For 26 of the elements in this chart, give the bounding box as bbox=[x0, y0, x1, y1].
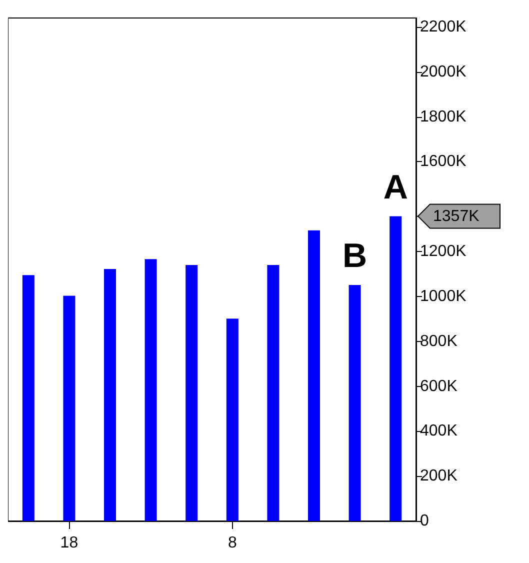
y-tick-label: 200K bbox=[420, 468, 458, 485]
bar bbox=[308, 230, 320, 521]
bar bbox=[186, 265, 198, 521]
bar bbox=[390, 216, 402, 521]
y-tick-label: 1200K bbox=[420, 243, 467, 260]
bar bbox=[22, 275, 34, 521]
y-tick-label: 1000K bbox=[420, 288, 467, 305]
y-tick-label: 1600K bbox=[420, 153, 467, 170]
y-tick-label: 2200K bbox=[420, 18, 467, 36]
data-label: A bbox=[383, 168, 408, 206]
bar bbox=[63, 296, 76, 521]
y-tick-label: 1800K bbox=[420, 108, 467, 126]
text: 1357K bbox=[433, 208, 480, 225]
bar bbox=[348, 284, 361, 521]
bar bbox=[104, 269, 116, 521]
bar bbox=[144, 259, 157, 521]
y-tick-label: 600K bbox=[420, 378, 458, 395]
x-tick-label: 8 bbox=[228, 534, 237, 552]
y-tick-label: 2000K bbox=[420, 63, 467, 80]
y-tick-label: 0 bbox=[420, 512, 429, 530]
bar bbox=[226, 318, 238, 521]
y-tick-label: 800K bbox=[420, 332, 458, 350]
bar bbox=[267, 265, 280, 521]
x-tick-label: 18 bbox=[60, 534, 78, 552]
y-tick-label: 400K bbox=[420, 422, 458, 440]
data-label: B bbox=[342, 236, 368, 275]
